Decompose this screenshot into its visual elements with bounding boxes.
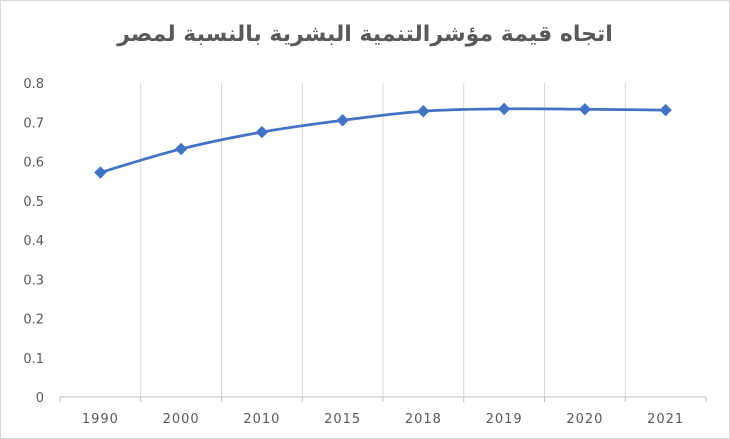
data-point-marker xyxy=(497,102,511,116)
y-axis-ticks: 0 0.1 0.2 0.3 0.4 0.5 0.6 0.7 0.8 xyxy=(23,77,44,406)
x-axis-ticks: 1990 2000 2010 2015 2018 2019 2020 2021 xyxy=(82,412,684,427)
x-tick-label: 1990 xyxy=(82,412,119,427)
axes xyxy=(59,396,707,402)
y-tick-label: 0.7 xyxy=(23,116,44,131)
y-tick-label: 0 xyxy=(36,391,44,406)
x-tick-label: 2018 xyxy=(405,412,442,427)
y-tick-label: 0.5 xyxy=(23,195,44,210)
chart-title: اتجاه قيمة مؤشرالتنمية البشرية بالنسبة ل… xyxy=(117,22,613,47)
x-tick-label: 2010 xyxy=(243,412,280,427)
y-tick-label: 0.2 xyxy=(23,313,44,328)
x-tick-label: 2019 xyxy=(486,412,523,427)
data-point-marker xyxy=(94,166,107,179)
y-tick-label: 0.1 xyxy=(23,352,44,367)
x-tick-label: 2021 xyxy=(647,412,684,427)
series-group xyxy=(94,102,672,179)
data-point-marker xyxy=(336,114,349,127)
y-tick-label: 0.4 xyxy=(23,234,44,249)
y-tick-label: 0.8 xyxy=(23,77,44,92)
y-tick-label: 0.6 xyxy=(23,156,44,171)
y-tick-label: 0.3 xyxy=(23,273,44,288)
x-tick-label: 2015 xyxy=(324,412,361,427)
data-point-marker xyxy=(174,142,188,156)
data-point-marker xyxy=(255,125,269,139)
data-point-marker xyxy=(659,103,672,117)
data-point-marker xyxy=(417,105,430,118)
data-point-marker xyxy=(578,103,592,116)
x-tick-label: 2020 xyxy=(566,412,603,427)
gridlines xyxy=(140,83,626,397)
x-tick-label: 2000 xyxy=(163,412,200,427)
